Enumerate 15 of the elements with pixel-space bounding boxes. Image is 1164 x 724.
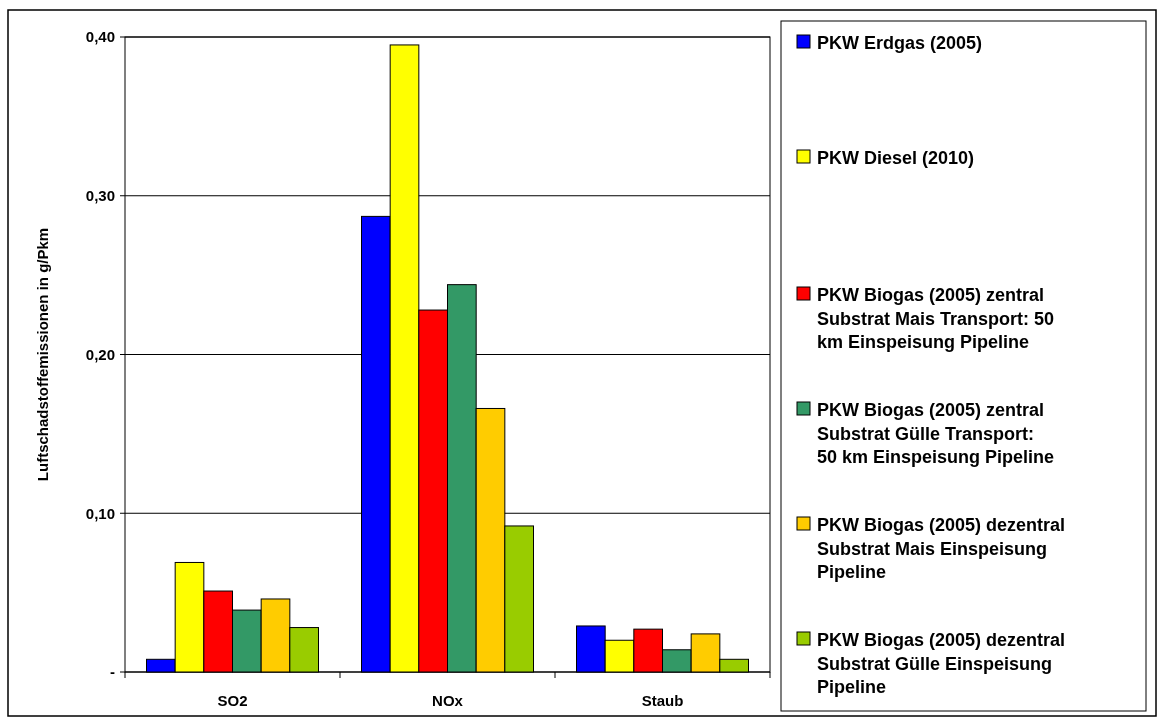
legend-label: PKW Biogas (2005) dezentral Substrat Mais Einspeisung Pipeline (817, 515, 1066, 583)
x-tick-label: Staub (641, 692, 684, 709)
y-tick-label: 0,30 (85, 187, 115, 204)
y-tick-label: 0,10 (85, 504, 115, 522)
y-tick-label: 0,40 (85, 28, 115, 46)
legend-label: PKW Biogas (2005) zentral Substrat Gülle Transport: 50 km Einspeisung Pipeline (817, 400, 1055, 468)
legend-label: PKW Erdgas (2005) (817, 33, 983, 54)
y-axis-title: Luftschadstoffemissionen in g/Pkm (34, 227, 51, 482)
legend-label: PKW Diesel (2010) (817, 148, 975, 169)
legend-label: PKW Biogas (2005) zentral Substrat Mais Transport: 50 km Einspeisung Pipeline (817, 285, 1055, 353)
legend-label: PKW Biogas (2005) dezentral Substrat Gülle Einspeisung Pipeline (817, 630, 1066, 698)
y-tick-label: - (110, 663, 115, 681)
x-tick-label: NOx (432, 692, 464, 709)
y-tick-label: 0,20 (85, 345, 115, 363)
x-tick-label: SO2 (217, 692, 248, 709)
